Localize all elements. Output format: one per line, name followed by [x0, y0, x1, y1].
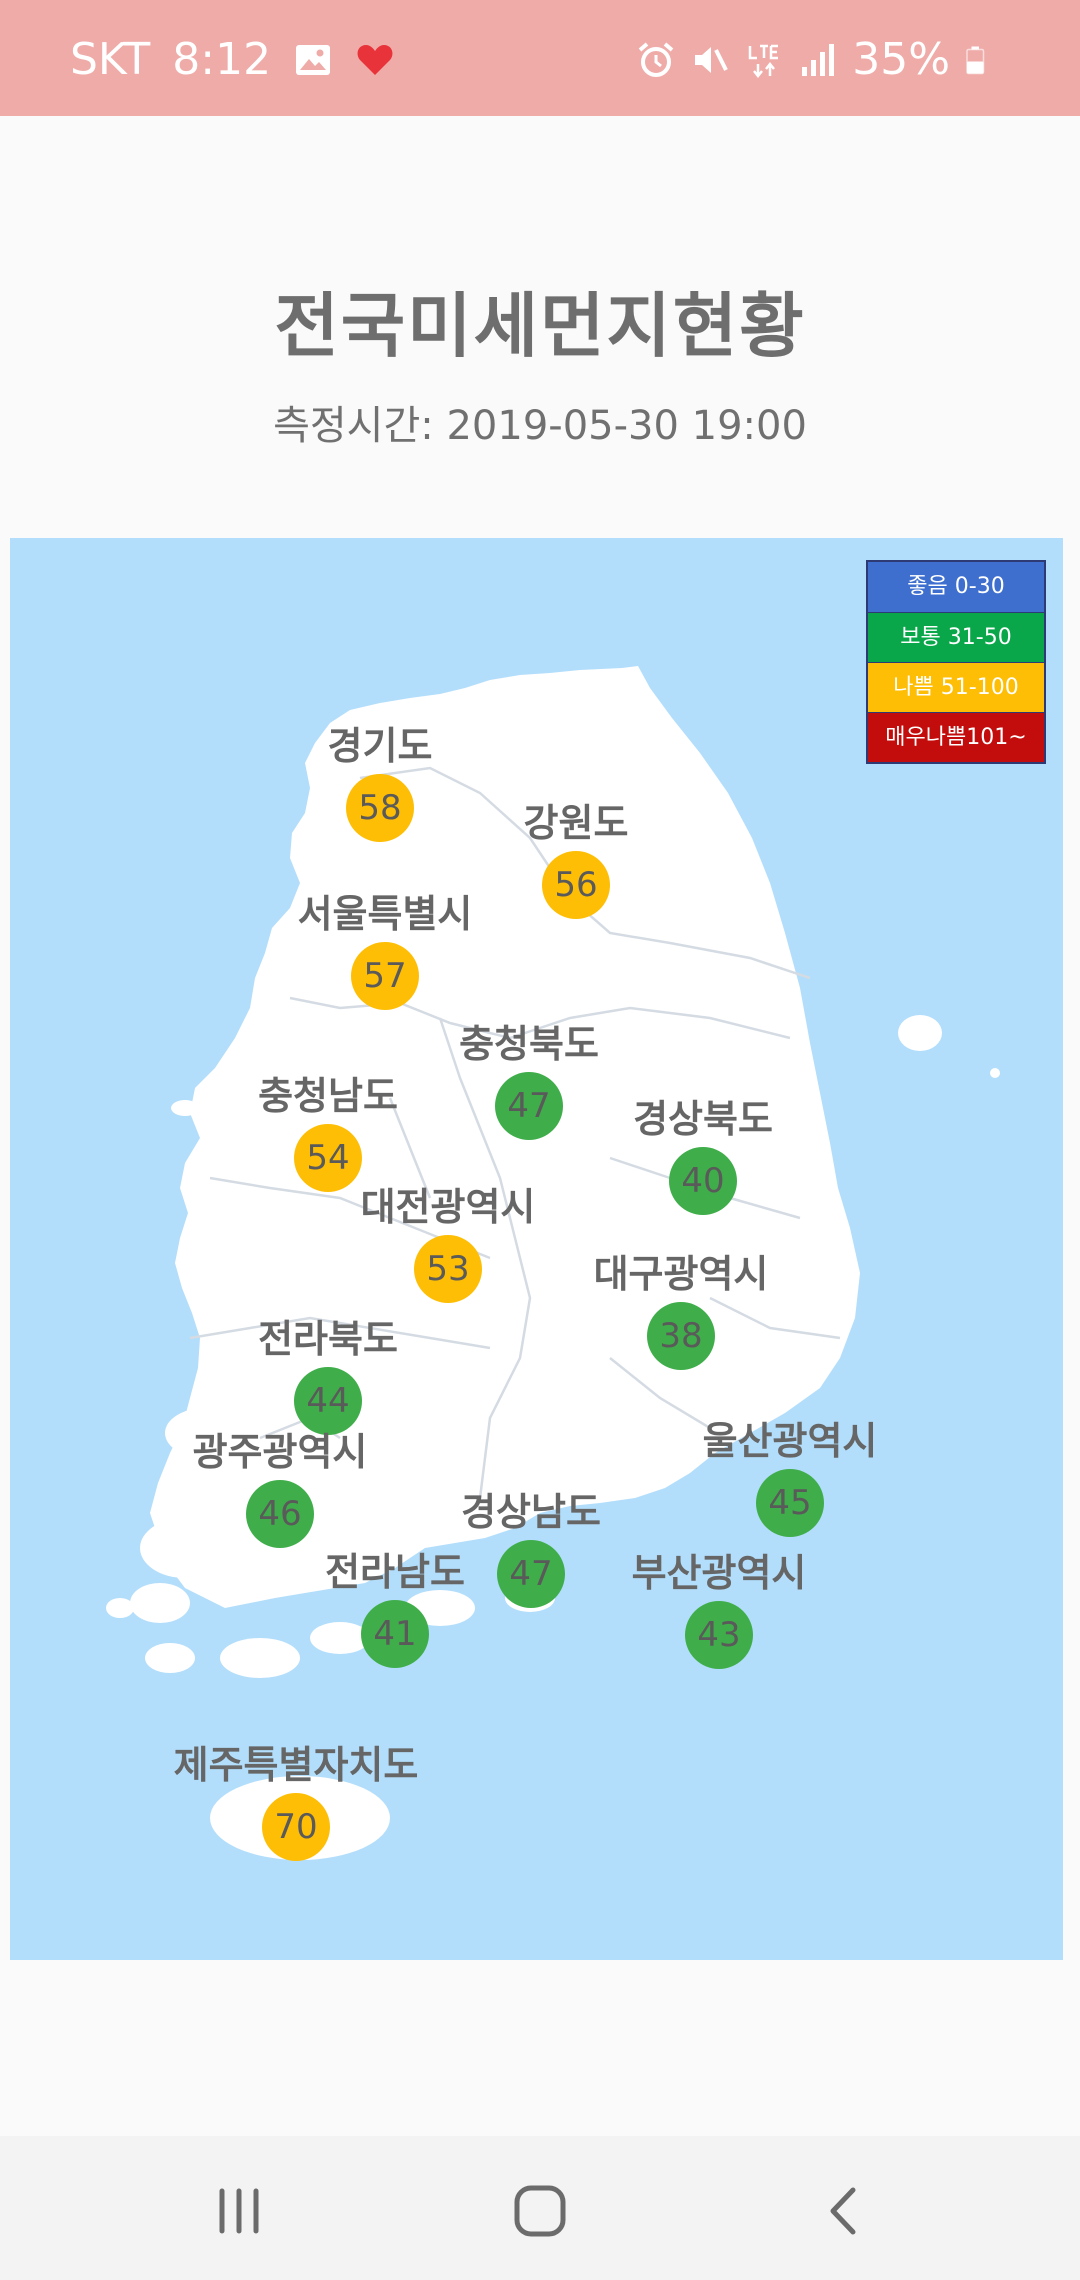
alarm-icon [638, 41, 674, 77]
region-chungnam: 충청남도 54 [228, 1065, 428, 1192]
region-daejeon: 대전광역시 53 [333, 1176, 563, 1303]
region-gyeongbuk: 경상북도 40 [603, 1088, 803, 1215]
mute-icon [695, 46, 728, 73]
aqi-legend: 좋음 0-30 보통 31-50 나쁨 51-100 매우나쁨101~ [866, 560, 1046, 764]
pm-value-bubble: 47 [495, 1072, 563, 1140]
lte-icon [748, 44, 779, 78]
carrier-label: SKT [70, 34, 151, 85]
legend-bad: 나쁨 51-100 [868, 662, 1044, 712]
region-name: 부산광역시 [631, 1551, 807, 1595]
pm-value-bubble: 57 [351, 942, 419, 1010]
clock: 8:12 [172, 34, 272, 85]
home-icon[interactable] [505, 2176, 575, 2246]
pm-value-bubble: 45 [756, 1469, 824, 1537]
legend-very-bad: 매우나쁨101~ [868, 712, 1044, 762]
region-name: 충청북도 [459, 1022, 599, 1066]
region-gyeongnam: 경상남도 47 [431, 1481, 631, 1608]
region-name: 경상남도 [461, 1490, 601, 1534]
region-name: 대전광역시 [360, 1185, 536, 1229]
pm-value-bubble: 58 [346, 774, 414, 842]
region-name: 강원도 [523, 801, 629, 845]
page-title: 전국미세먼지현황 [274, 285, 806, 367]
pm-value-bubble: 41 [361, 1600, 429, 1668]
region-name: 전라남도 [325, 1550, 465, 1594]
region-name: 대구광역시 [593, 1252, 769, 1296]
signal-icon [802, 43, 835, 76]
region-chungbuk: 충청북도 47 [429, 1013, 629, 1140]
region-gyeonggi: 경기도 58 [280, 715, 480, 842]
region-name: 충청남도 [258, 1074, 398, 1118]
pm-value-bubble: 53 [414, 1235, 482, 1303]
korea-map [10, 538, 1063, 1960]
region-name: 광주광역시 [192, 1430, 368, 1474]
pm-value-bubble: 44 [294, 1367, 362, 1435]
region-gwangju: 광주광역시 46 [165, 1421, 395, 1548]
measured-time: 측정시간: 2019-05-30 19:00 [273, 403, 807, 449]
region-name: 서울특별시 [297, 892, 473, 936]
region-name: 경기도 [327, 724, 433, 768]
region-daegu: 대구광역시 38 [566, 1243, 796, 1370]
battery-percent: 35% [852, 34, 950, 85]
region-name: 제주특별자치도 [173, 1743, 419, 1787]
status-bar-right: 35% [636, 34, 994, 85]
region-name: 전라북도 [258, 1317, 398, 1361]
pm-value-bubble: 38 [647, 1302, 715, 1370]
pm-value-bubble: 54 [294, 1124, 362, 1192]
region-gangwon: 강원도 56 [476, 792, 676, 919]
pm-value-bubble: 43 [685, 1601, 753, 1669]
page-header: 전국미세먼지현황 측정시간: 2019-05-30 19:00 [0, 270, 1080, 451]
system-nav-bar [0, 2136, 1080, 2280]
region-busan: 부산광역시 43 [604, 1542, 834, 1669]
back-icon[interactable] [809, 2176, 879, 2246]
legend-good: 좋음 0-30 [868, 562, 1044, 612]
pm-value-bubble: 70 [262, 1793, 330, 1861]
recent-apps-icon[interactable] [204, 2176, 274, 2246]
heart-icon [357, 44, 393, 75]
region-jeju: 제주특별자치도 70 [161, 1734, 431, 1861]
region-name: 경상북도 [633, 1097, 773, 1141]
image-icon [296, 44, 331, 75]
region-ulsan: 울산광역시 45 [675, 1410, 905, 1537]
region-seoul: 서울특별시 57 [275, 883, 495, 1010]
pm-value-bubble: 46 [246, 1480, 314, 1548]
pm-value-bubble: 56 [542, 851, 610, 919]
status-bar: SKT 8:12 35% [0, 0, 1080, 116]
status-bar-left: SKT 8:12 [70, 34, 395, 85]
region-jeonbuk: 전라북도 44 [228, 1308, 428, 1435]
region-jeonnam: 전라남도 41 [295, 1541, 495, 1668]
pm-value-bubble: 40 [669, 1147, 737, 1215]
pm-value-bubble: 47 [497, 1540, 565, 1608]
battery-icon [966, 46, 985, 74]
legend-normal: 보통 31-50 [868, 612, 1044, 662]
region-name: 울산광역시 [702, 1419, 878, 1463]
